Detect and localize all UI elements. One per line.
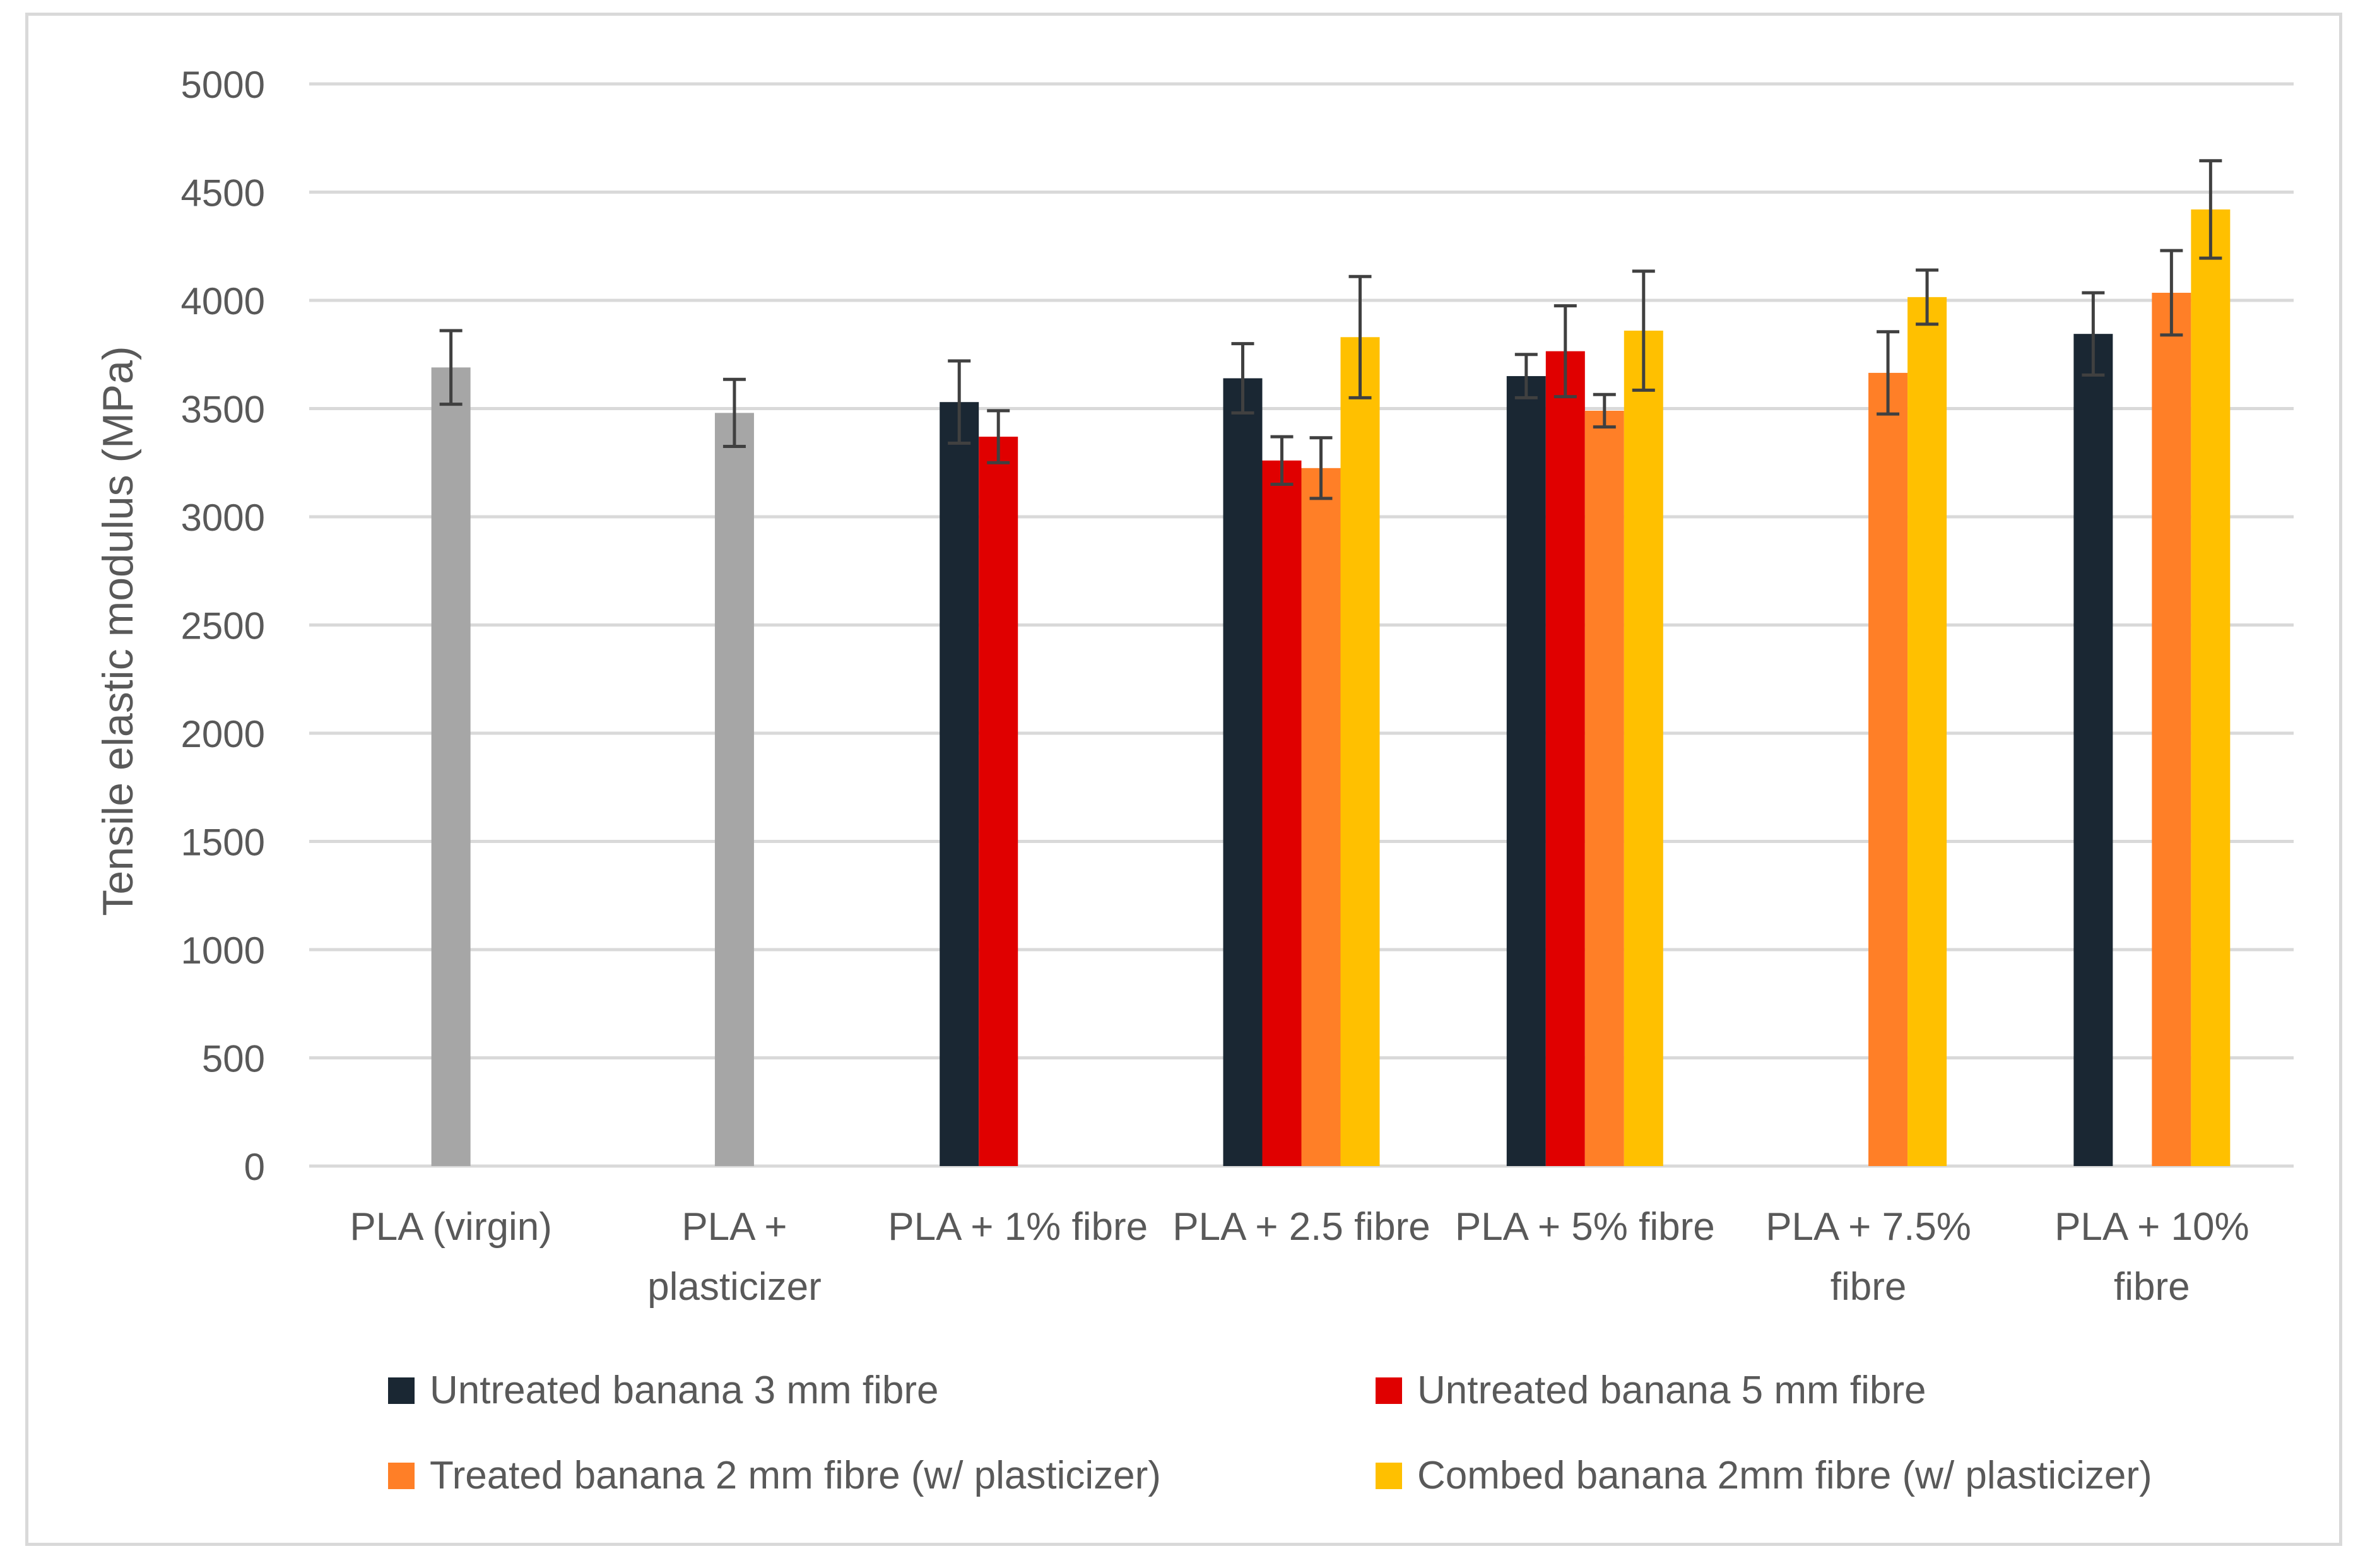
bar-pla-baseline bbox=[431, 367, 471, 1166]
x-category-label: PLA + 1% fibre bbox=[888, 1205, 1148, 1249]
bar-series-0 bbox=[1223, 378, 1263, 1166]
legend-swatch bbox=[388, 1377, 415, 1404]
y-tick-label: 3500 bbox=[181, 389, 265, 431]
legend-item-untreated-3mm: Untreated banana 3 mm fibre bbox=[388, 1368, 938, 1413]
x-category-label: PLA + plasticizer bbox=[647, 1205, 822, 1309]
y-tick-label: 500 bbox=[202, 1038, 265, 1080]
legend-swatch bbox=[1376, 1462, 1402, 1489]
bar-series-2 bbox=[2152, 292, 2191, 1166]
legend-label: Treated banana 2 mm fibre (w/ plasticize… bbox=[430, 1454, 1161, 1497]
y-tick-label: 5000 bbox=[181, 64, 265, 106]
legend-item-untreated-5mm: Untreated banana 5 mm fibre bbox=[1376, 1368, 1926, 1413]
bar-series-2 bbox=[1301, 468, 1341, 1167]
x-category-labels: PLA (virgin) PLA + plasticizer PLA + 1% fib… bbox=[350, 1205, 2249, 1309]
bar-series-1 bbox=[1545, 351, 1585, 1166]
bars bbox=[431, 209, 2231, 1167]
x-category-label: PLA + 10% fibre bbox=[2055, 1205, 2249, 1309]
legend-item-combed-2mm: Combed banana 2mm fibre (w/ plasticizer) bbox=[1376, 1453, 2152, 1498]
y-tick-label: 4500 bbox=[181, 172, 265, 215]
bar-series-0 bbox=[2073, 334, 2113, 1166]
bar-series-2 bbox=[1584, 410, 1624, 1167]
legend-label: Untreated banana 5 mm fibre bbox=[1417, 1369, 1926, 1412]
legend-swatch bbox=[1376, 1377, 1402, 1404]
bar-series-3 bbox=[1340, 337, 1380, 1166]
bar-series-1 bbox=[979, 437, 1018, 1166]
bar-series-0 bbox=[1506, 376, 1546, 1166]
bar-series-1 bbox=[1262, 460, 1302, 1166]
x-category-label: PLA + 5% fibre bbox=[1455, 1205, 1715, 1249]
bar-series-3 bbox=[2191, 209, 2231, 1167]
gridlines bbox=[309, 82, 2294, 1168]
x-category-label: PLA + 7.5% fibre bbox=[1766, 1205, 1971, 1309]
legend-swatch bbox=[388, 1462, 415, 1489]
bar-series-2 bbox=[1868, 372, 1908, 1166]
y-tick-label: 4000 bbox=[181, 280, 265, 322]
y-tick-label: 0 bbox=[244, 1146, 265, 1188]
x-category-label: PLA (virgin) bbox=[350, 1205, 551, 1249]
y-tick-label: 2500 bbox=[181, 605, 265, 647]
legend-label: Untreated banana 3 mm fibre bbox=[430, 1369, 939, 1412]
y-tick-label: 1000 bbox=[181, 929, 265, 972]
bar-series-3 bbox=[1624, 331, 1663, 1166]
bar-series-0 bbox=[940, 402, 979, 1167]
legend-label: Combed banana 2mm fibre (w/ plasticizer) bbox=[1417, 1454, 2152, 1497]
y-tick-label: 3000 bbox=[181, 497, 265, 539]
error-bars bbox=[439, 159, 2222, 500]
y-tick-labels: 0 500 1000 1500 2000 2500 3000 3500 4000 4500 5000 bbox=[181, 64, 265, 1188]
y-tick-label: 1500 bbox=[181, 822, 265, 864]
chart-frame bbox=[25, 13, 2342, 1546]
bar-pla-baseline bbox=[714, 413, 754, 1166]
bar-series-3 bbox=[1907, 297, 1947, 1167]
x-category-label: PLA + 2.5 fibre bbox=[1172, 1205, 1430, 1249]
y-axis-label: Tensile elastic modulus (MPa) bbox=[94, 346, 142, 916]
legend-item-treated-2mm: Treated banana 2 mm fibre (w/ plasticize… bbox=[388, 1453, 1161, 1498]
y-tick-label: 2000 bbox=[181, 713, 265, 755]
